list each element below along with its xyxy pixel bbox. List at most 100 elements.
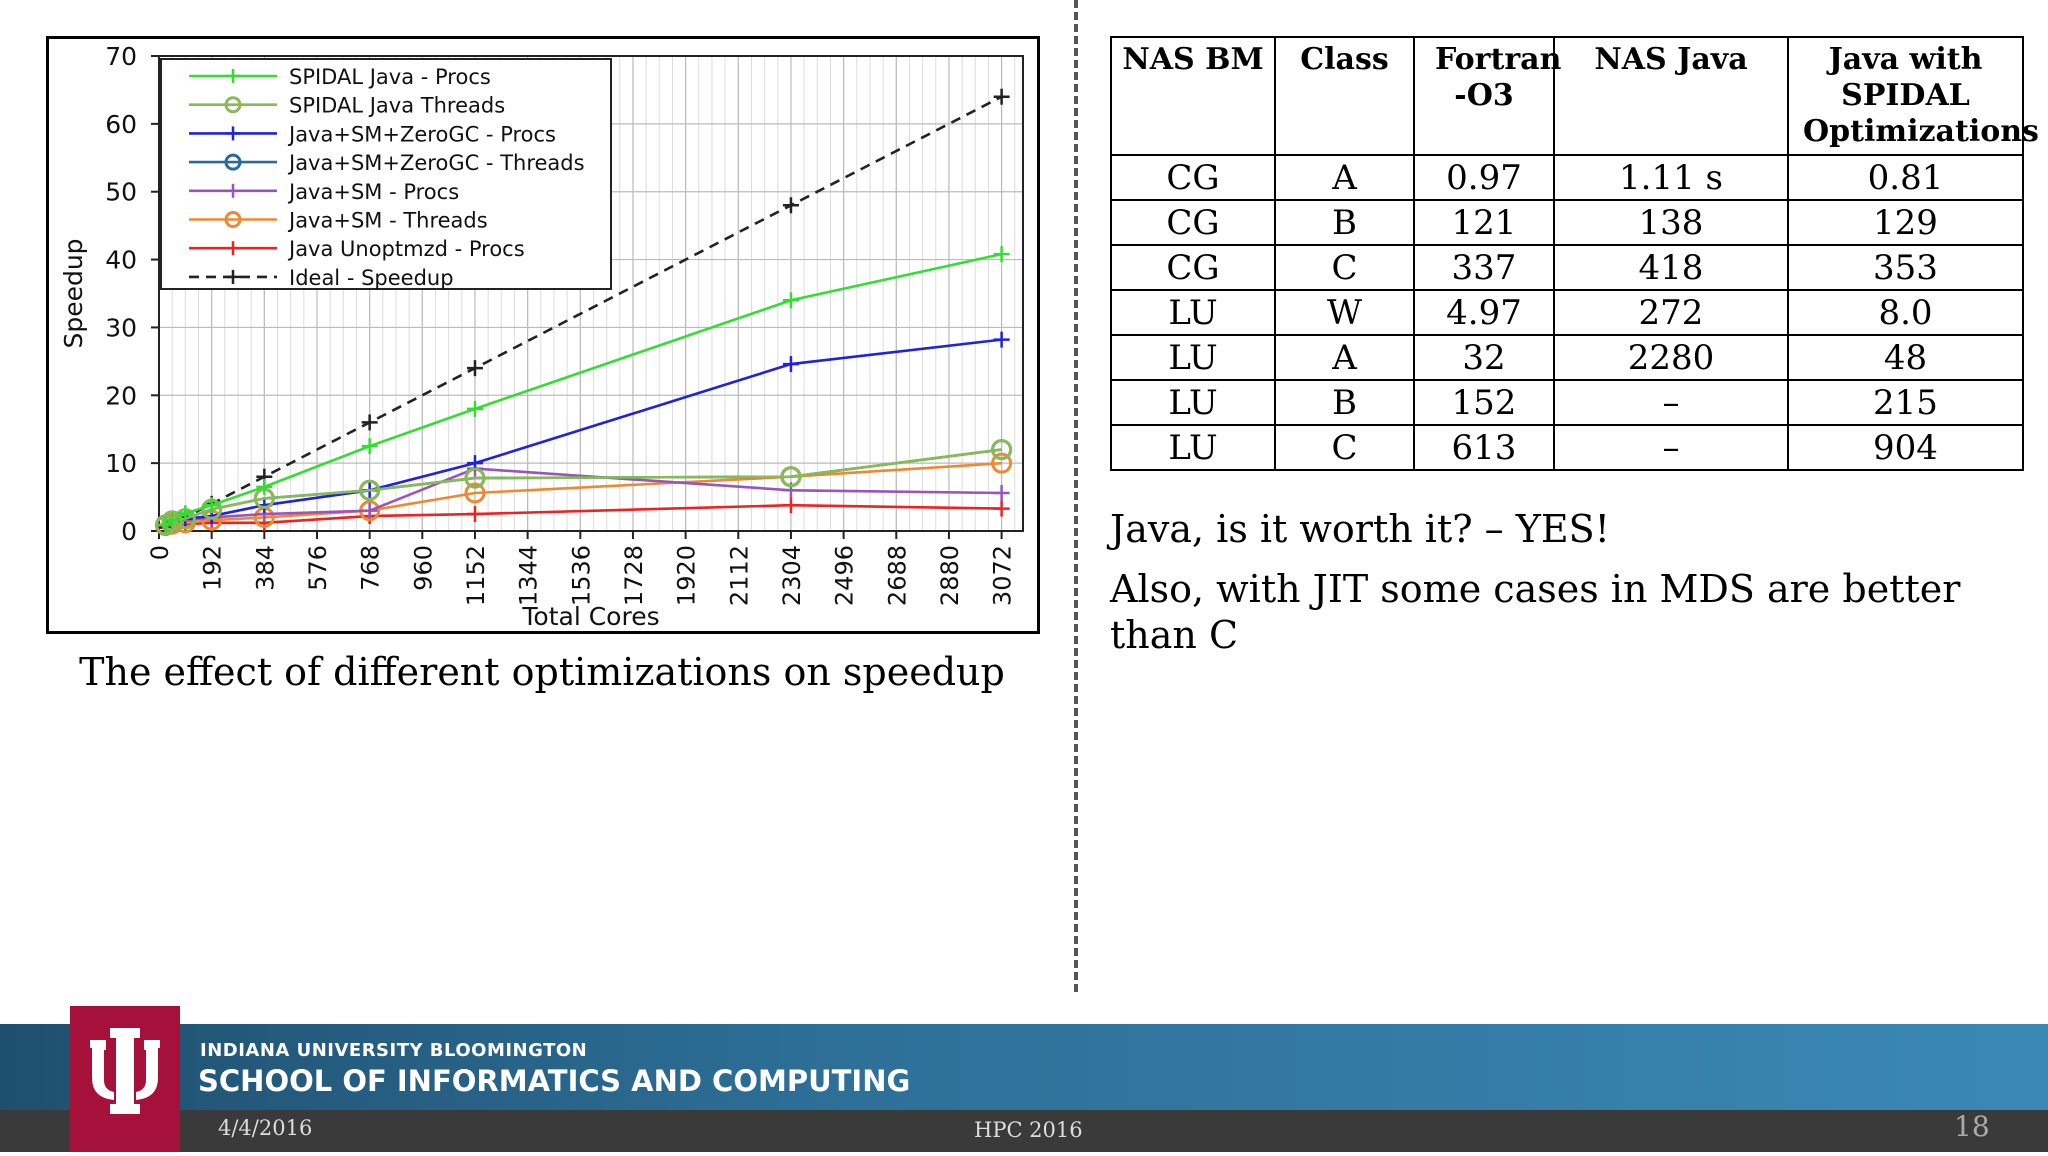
data-point xyxy=(993,88,1010,105)
legend-label: Java+SM+ZeroGC - Threads xyxy=(287,151,585,175)
iu-logo xyxy=(70,1006,180,1152)
footer-bottom-bar xyxy=(0,1110,2048,1152)
x-tick-label: 768 xyxy=(357,545,385,591)
table-cell: 121 xyxy=(1413,199,1555,246)
table-cell: CG xyxy=(1110,199,1276,246)
x-tick-label: 1152 xyxy=(462,545,490,606)
y-tick-label: 40 xyxy=(105,246,137,275)
data-point xyxy=(780,466,802,488)
university-name: INDIANA UNIVERSITY BLOOMINGTON xyxy=(200,1040,588,1061)
table-cell: 353 xyxy=(1787,244,2024,291)
table-cell: LU xyxy=(1110,424,1276,471)
header-class: Class xyxy=(1274,36,1415,156)
data-point xyxy=(177,505,194,522)
table-cell: LU xyxy=(1110,289,1276,336)
table-cell: 0.97 xyxy=(1413,154,1555,201)
x-tick-label: 1728 xyxy=(620,545,648,606)
table-cell: 129 xyxy=(1787,199,2024,246)
data-point xyxy=(466,506,483,523)
legend-item: Java+SM+ZeroGC - Threads xyxy=(189,151,585,175)
table-header-row: NAS BM Class Fortran -O3 NAS Java Java w… xyxy=(1110,36,2039,156)
legend-label: Ideal - Speedup xyxy=(289,266,454,290)
x-tick-label: 960 xyxy=(409,545,437,591)
y-tick-label: 60 xyxy=(105,110,137,139)
iu-trident-icon xyxy=(90,1028,160,1114)
data-point xyxy=(359,479,381,501)
data-point xyxy=(361,438,378,455)
table-cell: 418 xyxy=(1553,244,1789,291)
table-cell: A xyxy=(1274,334,1415,381)
table-cell: LU xyxy=(1110,379,1276,426)
plot-frame xyxy=(158,55,1024,532)
data-point xyxy=(782,197,799,214)
footer-band xyxy=(0,1024,2048,1110)
data-point xyxy=(993,485,1010,501)
table-row: LU A 32 2280 48 xyxy=(1110,334,2024,381)
table-cell: 138 xyxy=(1553,199,1789,246)
header-nas-bm: NAS BM xyxy=(1110,36,1276,156)
legend-marker xyxy=(226,269,240,284)
legend-marker xyxy=(226,183,240,198)
legend-item: Java+SM - Procs xyxy=(189,180,459,204)
data-point xyxy=(782,292,799,309)
legend-item: SPIDAL Java Threads xyxy=(189,94,505,118)
table-cell: B xyxy=(1274,379,1415,426)
worth-it-text: Java, is it worth it? – YES! xyxy=(1110,507,1610,551)
y-tick-label: 0 xyxy=(121,517,137,546)
x-axis-label: Total Cores xyxy=(521,602,659,631)
table-row: CG B 121 138 129 xyxy=(1110,199,2024,246)
table-cell: 272 xyxy=(1553,289,1789,336)
data-point xyxy=(256,478,273,495)
table-row: CG C 337 418 353 xyxy=(1110,244,2024,291)
table-cell: 613 xyxy=(1413,424,1555,471)
x-tick-label: 576 xyxy=(304,545,332,591)
legend-label: SPIDAL Java Threads xyxy=(289,94,505,118)
table-cell: 152 xyxy=(1413,379,1555,426)
legend-marker xyxy=(226,241,240,256)
footer-date: 4/4/2016 xyxy=(218,1116,313,1140)
data-point xyxy=(993,331,1010,348)
legend: SPIDAL Java - Procs SPIDAL Java Threads Ja… xyxy=(160,58,612,290)
table-cell: – xyxy=(1553,379,1789,426)
table-cell: C xyxy=(1274,424,1415,471)
legend-label: Java+SM - Procs xyxy=(287,180,459,204)
data-point xyxy=(161,510,183,532)
table-cell: 337 xyxy=(1413,244,1555,291)
x-tick-label: 1344 xyxy=(515,545,543,606)
x-tick-label: 2304 xyxy=(778,545,806,606)
nas-benchmark-table: NAS BM Class Fortran -O3 NAS Java Java w… xyxy=(1110,36,2039,471)
table-cell: – xyxy=(1553,424,1789,471)
data-point xyxy=(991,439,1013,461)
y-tick-label: 20 xyxy=(105,381,137,410)
x-tick-label: 0 xyxy=(146,545,174,560)
table-row: LU C 613–904 xyxy=(1110,424,2024,471)
data-point xyxy=(991,452,1013,474)
data-point xyxy=(203,497,220,514)
table-cell: 904 xyxy=(1787,424,2024,471)
data-point xyxy=(464,467,486,489)
chart-caption: The effect of different optimizations on… xyxy=(79,650,1005,694)
table-cell: A xyxy=(1274,154,1415,201)
table-row: LU B 152–215 xyxy=(1110,379,2024,426)
data-point xyxy=(164,512,181,529)
table-cell: B xyxy=(1274,199,1415,246)
legend-marker xyxy=(224,96,242,114)
data-point xyxy=(466,400,483,417)
speedup-chart-svg: 0 10 20 30 40 50 60 70 0 192 384 576 768 960 1152 1344 1… xyxy=(59,42,1024,631)
y-tick-label: 70 xyxy=(105,42,137,71)
school-name: SCHOOL OF INFORMATICS AND COMPUTING xyxy=(198,1064,911,1098)
speedup-chart: 0 10 20 30 40 50 60 70 0 192 384 576 768 960 1152 1344 1… xyxy=(46,36,1040,634)
y-tick-label: 30 xyxy=(105,313,137,342)
x-tick-label: 2688 xyxy=(883,545,911,606)
legend-marker xyxy=(224,211,242,228)
table-cell: W xyxy=(1274,289,1415,336)
table-cell: 4.97 xyxy=(1413,289,1555,336)
data-point xyxy=(782,497,799,514)
legend-item: Ideal - Speedup xyxy=(189,266,454,290)
table-cell: 2280 xyxy=(1553,334,1789,381)
header-fortran: Fortran -O3 xyxy=(1413,36,1561,156)
x-tick-label: 192 xyxy=(199,545,227,591)
legend-label: Java+SM+ZeroGC - Procs xyxy=(287,122,556,146)
jit-text: Also, with JIT some cases in MDS are bet… xyxy=(1110,567,1961,657)
table-row: LU W 4.97 272 8.0 xyxy=(1110,289,2024,336)
